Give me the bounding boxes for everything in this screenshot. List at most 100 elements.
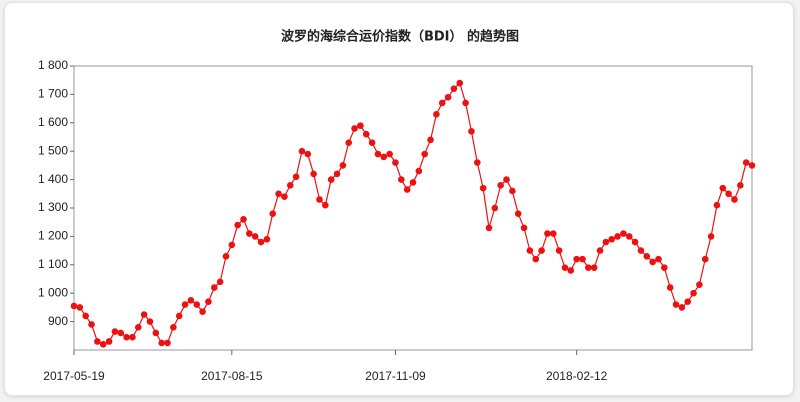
data-point — [140, 311, 148, 318]
data-line — [73, 81, 753, 345]
y-tick-label: 1 300 — [38, 200, 68, 214]
data-point — [351, 125, 358, 132]
data-point — [649, 258, 656, 266]
data-point — [719, 184, 727, 192]
data-point — [520, 224, 528, 232]
data-point — [509, 187, 516, 195]
data-point — [234, 221, 241, 229]
data-point — [345, 139, 353, 146]
data-point — [263, 235, 271, 243]
data-point — [368, 139, 376, 146]
data-point — [187, 297, 195, 304]
x-tick-label: 2017-08-15 — [201, 369, 263, 383]
data-point — [538, 247, 545, 254]
data-point — [111, 328, 119, 335]
data-point — [70, 302, 78, 310]
data-point — [456, 79, 464, 87]
data-point — [134, 323, 142, 331]
data-point — [737, 181, 744, 189]
data-point — [164, 339, 171, 347]
data-point — [281, 193, 288, 200]
data-point — [450, 85, 458, 93]
data-point — [707, 233, 715, 240]
data-point — [193, 301, 201, 308]
data-point — [608, 235, 616, 243]
data-point — [713, 201, 721, 209]
data-point — [362, 130, 370, 138]
y-tick-label: 900 — [48, 314, 68, 328]
data-point — [473, 159, 481, 166]
data-point — [696, 281, 703, 288]
data-point — [403, 186, 411, 193]
data-point — [333, 170, 341, 178]
data-point — [444, 93, 452, 101]
x-tick-label: 2018-02-12 — [546, 369, 608, 383]
data-point — [438, 99, 446, 107]
data-point — [228, 241, 236, 249]
data-point — [216, 278, 224, 286]
data-point — [316, 196, 323, 203]
data-point — [380, 153, 388, 161]
data-point — [105, 338, 113, 345]
data-point — [158, 339, 165, 347]
data-point — [205, 298, 212, 306]
data-point — [567, 267, 575, 274]
data-point — [561, 264, 569, 271]
data-point — [310, 170, 317, 178]
data-point — [672, 301, 680, 308]
data-point — [433, 110, 440, 118]
data-point — [573, 255, 580, 263]
chart-title: 波罗的海综合运价指数（BDI） 的趋势图 — [281, 29, 519, 45]
data-point — [304, 150, 312, 158]
data-point — [123, 333, 130, 341]
data-point — [427, 136, 434, 144]
y-tick-label: 1 400 — [38, 172, 68, 186]
data-point — [292, 173, 300, 181]
data-point — [544, 230, 551, 237]
data-point — [579, 255, 586, 263]
data-point — [585, 264, 592, 271]
data-point — [286, 181, 294, 189]
data-point — [555, 247, 563, 254]
data-point — [701, 255, 709, 263]
data-point — [491, 204, 499, 212]
data-point — [625, 233, 633, 240]
x-tick-label: 2017-11-09 — [365, 369, 426, 383]
data-point — [170, 323, 177, 331]
data-point — [129, 333, 136, 341]
x-tick-label: 2017-05-19 — [43, 369, 105, 383]
data-point — [462, 99, 469, 107]
data-point — [497, 181, 504, 189]
data-point — [175, 312, 183, 320]
data-point — [99, 341, 107, 348]
data-point — [684, 298, 692, 306]
data-point — [742, 159, 750, 166]
y-tick-label: 1 800 — [38, 58, 68, 72]
data-point — [240, 216, 247, 223]
data-point — [503, 176, 510, 183]
data-point — [485, 224, 493, 232]
plot-frame — [73, 65, 753, 351]
data-point — [690, 289, 697, 297]
data-point — [479, 184, 487, 192]
y-tick-label: 1 700 — [38, 87, 68, 101]
data-point — [251, 233, 259, 240]
data-point — [386, 150, 393, 158]
data-point — [602, 238, 610, 246]
data-point — [614, 233, 621, 240]
data-point — [590, 264, 598, 271]
data-point — [549, 230, 557, 237]
data-point — [257, 238, 265, 246]
data-point — [269, 210, 277, 217]
data-point — [339, 162, 347, 169]
data-point — [526, 247, 534, 254]
data-point — [655, 255, 662, 263]
data-point — [666, 284, 674, 291]
data-point — [731, 196, 738, 203]
data-point — [415, 167, 423, 175]
data-point — [468, 128, 475, 135]
data-point — [398, 176, 405, 183]
data-point — [392, 159, 399, 166]
